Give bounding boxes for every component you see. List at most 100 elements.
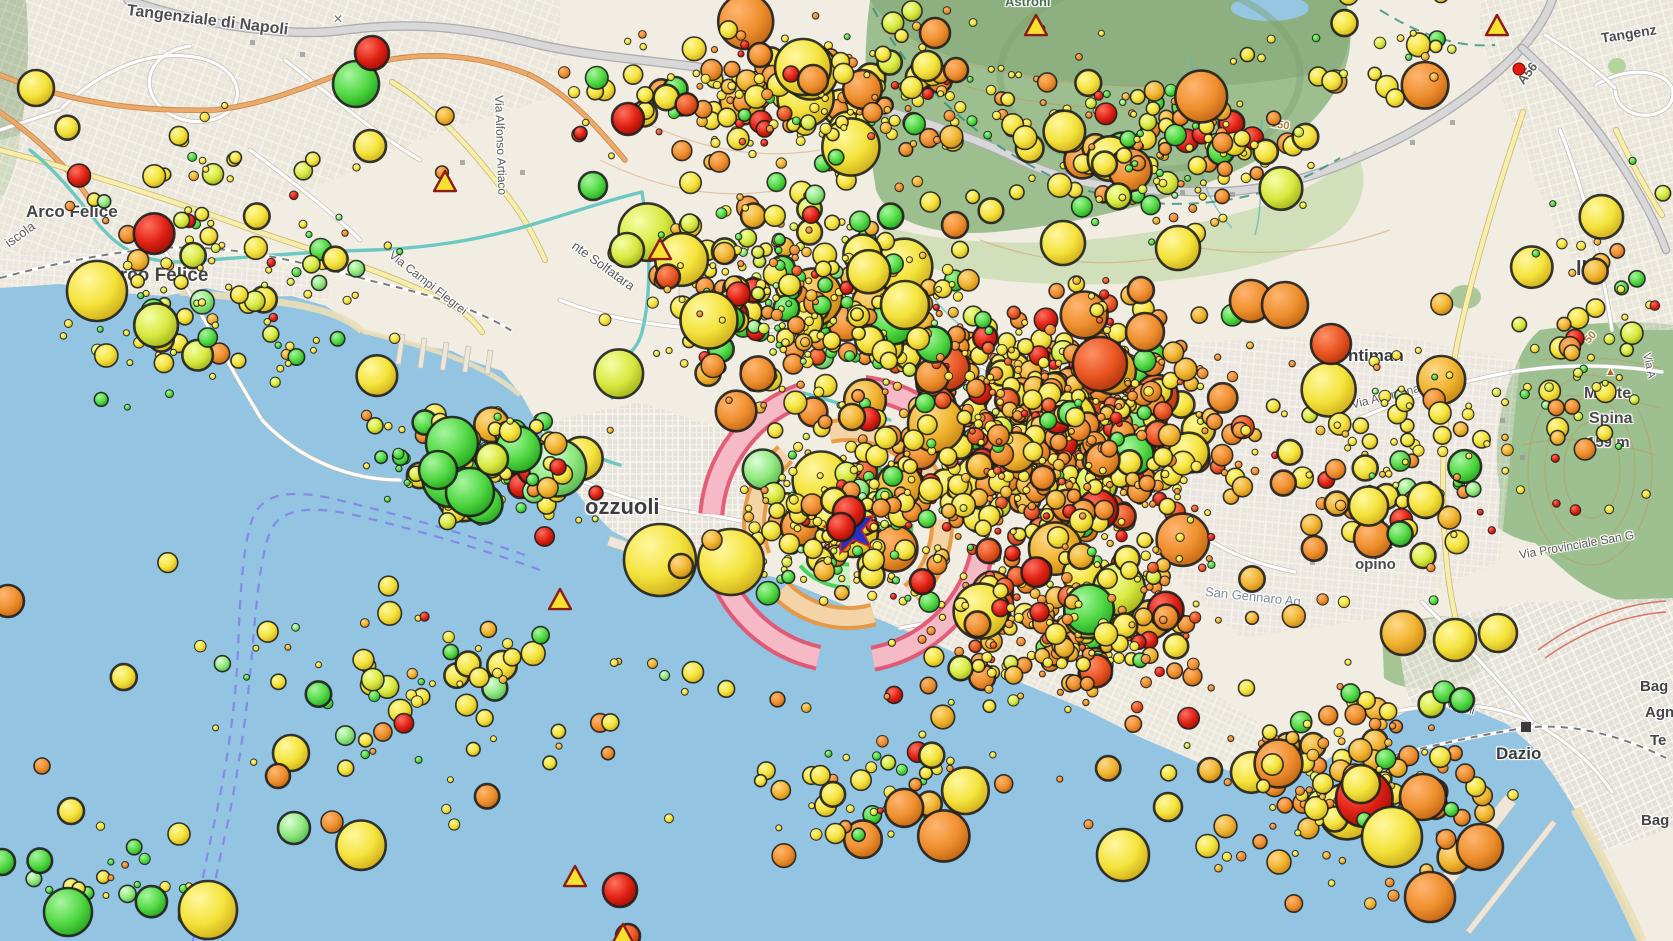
quake-marker[interactable] bbox=[1159, 764, 1178, 782]
quake-marker[interactable] bbox=[289, 190, 299, 201]
quake-marker[interactable] bbox=[374, 450, 389, 465]
quake-marker[interactable] bbox=[947, 654, 975, 682]
quake-marker[interactable] bbox=[1173, 487, 1181, 495]
quake-marker[interactable] bbox=[1044, 622, 1068, 646]
quake-marker[interactable] bbox=[965, 378, 987, 399]
quake-marker[interactable] bbox=[1016, 337, 1035, 356]
quake-marker[interactable] bbox=[737, 260, 745, 268]
quake-marker[interactable] bbox=[753, 773, 768, 788]
quake-marker[interactable] bbox=[352, 163, 361, 172]
quake-marker[interactable] bbox=[906, 326, 931, 351]
quake-marker[interactable] bbox=[1124, 379, 1132, 387]
quake-marker[interactable] bbox=[1115, 403, 1123, 411]
quake-marker[interactable] bbox=[1315, 425, 1326, 436]
quake-marker[interactable] bbox=[1124, 164, 1134, 173]
quake-marker[interactable] bbox=[291, 622, 301, 632]
quake-marker[interactable] bbox=[636, 86, 655, 104]
quake-marker[interactable] bbox=[184, 206, 193, 215]
quake-marker[interactable] bbox=[782, 353, 804, 375]
quake-marker[interactable] bbox=[1299, 201, 1307, 209]
quake-marker[interactable] bbox=[211, 321, 220, 329]
quake-marker[interactable] bbox=[723, 60, 741, 78]
quake-marker[interactable] bbox=[1384, 877, 1395, 888]
quake-marker[interactable] bbox=[465, 741, 481, 757]
quake-marker[interactable] bbox=[1168, 212, 1179, 223]
quake-marker[interactable] bbox=[935, 286, 943, 293]
quake-marker[interactable] bbox=[93, 343, 119, 368]
quake-marker[interactable] bbox=[45, 885, 54, 895]
quake-marker[interactable] bbox=[709, 262, 717, 270]
quake-marker[interactable] bbox=[228, 150, 243, 165]
quake-marker[interactable] bbox=[1188, 204, 1198, 213]
quake-marker[interactable] bbox=[608, 231, 646, 269]
quake-marker[interactable] bbox=[816, 472, 824, 480]
quake-marker[interactable] bbox=[801, 246, 812, 258]
quake-marker[interactable] bbox=[63, 319, 73, 328]
quake-marker[interactable] bbox=[1322, 851, 1331, 860]
quake-marker[interactable] bbox=[93, 391, 109, 408]
quake-marker[interactable] bbox=[130, 273, 145, 289]
quake-marker[interactable] bbox=[393, 712, 415, 734]
quake-marker[interactable] bbox=[1340, 763, 1382, 805]
quake-marker[interactable] bbox=[805, 289, 818, 302]
quake-marker[interactable] bbox=[1046, 526, 1070, 549]
red-dot-marker[interactable] bbox=[1512, 62, 1526, 76]
quake-marker[interactable] bbox=[766, 334, 776, 343]
quake-marker[interactable] bbox=[360, 749, 371, 760]
quake-marker[interactable] bbox=[653, 349, 661, 357]
quake-marker[interactable] bbox=[1385, 88, 1405, 108]
quake-marker[interactable] bbox=[1563, 398, 1581, 415]
quake-marker[interactable] bbox=[395, 464, 403, 473]
quake-marker[interactable] bbox=[0, 583, 26, 619]
quake-marker[interactable] bbox=[207, 219, 215, 228]
quake-marker[interactable] bbox=[1158, 178, 1168, 188]
quake-marker[interactable] bbox=[879, 121, 892, 135]
quake-marker[interactable] bbox=[194, 206, 210, 222]
quake-marker[interactable] bbox=[1333, 727, 1344, 738]
quake-marker[interactable] bbox=[800, 493, 824, 517]
quake-marker[interactable] bbox=[778, 532, 801, 555]
quake-marker[interactable] bbox=[138, 852, 151, 866]
quake-marker[interactable] bbox=[1305, 786, 1314, 794]
quake-marker[interactable] bbox=[849, 465, 859, 475]
quake-marker[interactable] bbox=[1152, 791, 1184, 823]
quake-marker[interactable] bbox=[715, 207, 728, 220]
quake-marker[interactable] bbox=[664, 813, 674, 824]
quake-marker[interactable] bbox=[1206, 381, 1239, 414]
quake-marker[interactable] bbox=[1501, 466, 1510, 475]
quake-marker[interactable] bbox=[444, 466, 496, 518]
station-triangle-marker[interactable] bbox=[1484, 13, 1510, 37]
quake-marker[interactable] bbox=[1284, 893, 1304, 913]
quake-marker[interactable] bbox=[1252, 833, 1268, 850]
quake-marker[interactable] bbox=[1044, 323, 1057, 336]
quake-marker[interactable] bbox=[1149, 500, 1157, 508]
quake-marker[interactable] bbox=[889, 592, 897, 600]
quake-marker[interactable] bbox=[102, 892, 110, 899]
quake-marker[interactable] bbox=[1009, 528, 1017, 536]
quake-marker[interactable] bbox=[1094, 102, 1118, 126]
quake-marker[interactable] bbox=[714, 389, 758, 433]
quake-marker[interactable] bbox=[59, 332, 68, 340]
quake-marker[interactable] bbox=[1095, 195, 1103, 203]
quake-marker[interactable] bbox=[209, 372, 217, 380]
quake-marker[interactable] bbox=[945, 91, 955, 102]
quake-marker[interactable] bbox=[748, 149, 757, 159]
quake-marker[interactable] bbox=[700, 73, 711, 84]
quake-marker[interactable] bbox=[819, 122, 832, 135]
quake-marker[interactable] bbox=[954, 101, 967, 114]
quake-marker[interactable] bbox=[1214, 188, 1231, 205]
quake-marker[interactable] bbox=[791, 253, 800, 262]
quake-marker[interactable] bbox=[679, 290, 739, 350]
quake-marker[interactable] bbox=[366, 416, 384, 435]
quake-marker[interactable] bbox=[1368, 472, 1376, 480]
quake-marker[interactable] bbox=[997, 472, 1006, 480]
quake-marker[interactable] bbox=[1196, 382, 1205, 391]
quake-marker[interactable] bbox=[194, 639, 207, 653]
quake-marker[interactable] bbox=[1140, 653, 1151, 665]
quake-marker[interactable] bbox=[811, 12, 820, 20]
quake-marker[interactable] bbox=[1038, 456, 1047, 465]
quake-marker[interactable] bbox=[700, 353, 726, 379]
quake-marker[interactable] bbox=[1448, 686, 1476, 714]
quake-marker[interactable] bbox=[1185, 143, 1194, 152]
